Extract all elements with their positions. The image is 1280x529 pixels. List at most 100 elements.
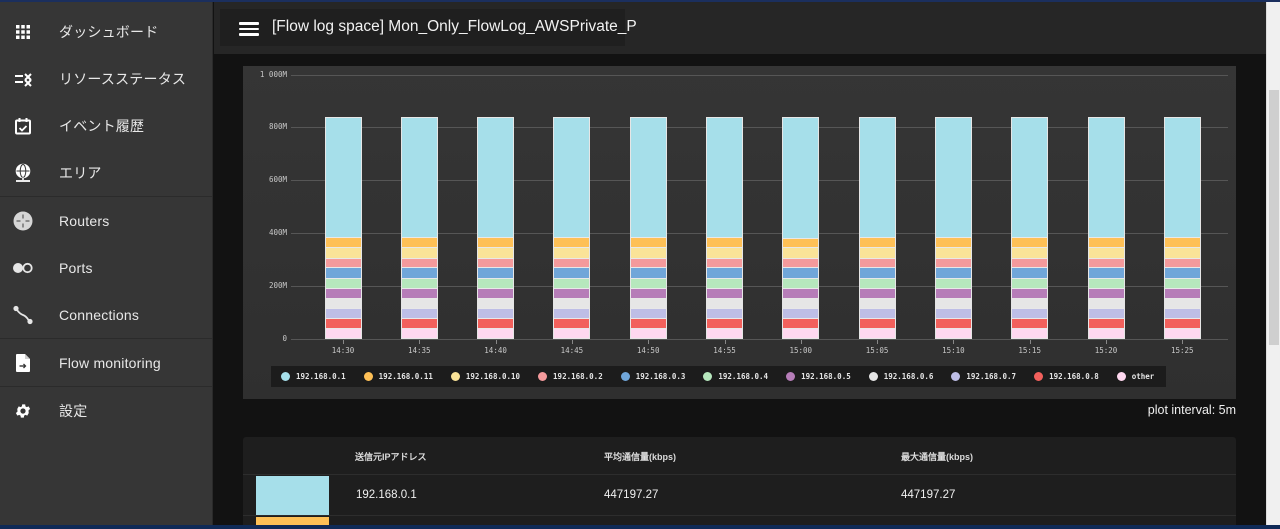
- bar-segment[interactable]: [630, 289, 666, 299]
- bar-segment[interactable]: [1088, 328, 1124, 339]
- bar-1520[interactable]: [1087, 116, 1125, 339]
- bar-segment[interactable]: [325, 247, 361, 259]
- bar-segment[interactable]: [401, 237, 437, 248]
- bar-segment[interactable]: [325, 328, 361, 339]
- bar-1435[interactable]: [400, 116, 438, 339]
- bar-segment[interactable]: [554, 268, 590, 279]
- bar-segment[interactable]: [935, 237, 971, 248]
- bar-segment[interactable]: [1012, 328, 1048, 339]
- bar-segment[interactable]: [478, 298, 514, 310]
- bar-segment[interactable]: [1012, 309, 1048, 320]
- bar-segment[interactable]: [935, 117, 971, 238]
- bar-segment[interactable]: [554, 298, 590, 310]
- bar-segment[interactable]: [1088, 319, 1124, 329]
- bar-segment[interactable]: [630, 247, 666, 259]
- bar-segment[interactable]: [401, 117, 437, 238]
- bar-segment[interactable]: [1164, 289, 1200, 299]
- bar-segment[interactable]: [554, 289, 590, 299]
- bar-segment[interactable]: [630, 319, 666, 329]
- bar-segment[interactable]: [1164, 278, 1200, 290]
- bar-segment[interactable]: [707, 247, 742, 259]
- bar-segment[interactable]: [1164, 298, 1200, 310]
- bar-segment[interactable]: [707, 117, 742, 238]
- bar-segment[interactable]: [1164, 117, 1200, 238]
- sidebar-item-settings[interactable]: 設定: [0, 387, 212, 434]
- bar-1515[interactable]: [1011, 116, 1049, 339]
- legend-item[interactable]: 192.168.0.6: [868, 372, 933, 381]
- bar-segment[interactable]: [707, 328, 742, 339]
- bar-1430[interactable]: [324, 116, 362, 339]
- bar-segment[interactable]: [554, 117, 590, 238]
- bar-segment[interactable]: [1012, 319, 1048, 329]
- bar-segment[interactable]: [859, 237, 895, 248]
- bar-segment[interactable]: [325, 319, 361, 329]
- legend-item[interactable]: 192.168.0.8: [1034, 372, 1099, 381]
- bar-segment[interactable]: [478, 309, 514, 320]
- sidebar-item-flow-monitoring[interactable]: Flow monitoring: [0, 339, 212, 386]
- sidebar-item-resource-status[interactable]: リソースステータス: [0, 55, 212, 102]
- bar-segment[interactable]: [630, 298, 666, 310]
- bar-segment[interactable]: [1164, 309, 1200, 320]
- bar-segment[interactable]: [1164, 319, 1200, 329]
- sidebar-item-dashboard[interactable]: ダッシュボード: [0, 8, 212, 55]
- bar-segment[interactable]: [783, 278, 819, 290]
- table-row[interactable]: 192.168.0.1 447197.27 447197.27: [243, 476, 1236, 516]
- bar-segment[interactable]: [935, 278, 971, 290]
- bar-segment[interactable]: [478, 289, 514, 299]
- bar-segment[interactable]: [554, 278, 590, 290]
- bar-segment[interactable]: [554, 237, 590, 248]
- bar-1505[interactable]: [858, 116, 896, 339]
- bar-segment[interactable]: [935, 309, 971, 320]
- bar-segment[interactable]: [783, 319, 819, 329]
- bar-segment[interactable]: [325, 278, 361, 290]
- bar-segment[interactable]: [783, 309, 819, 320]
- bar-segment[interactable]: [859, 117, 895, 238]
- bar-segment[interactable]: [783, 328, 819, 339]
- bar-segment[interactable]: [1012, 117, 1048, 238]
- scrollbar-thumb[interactable]: [1269, 90, 1279, 345]
- sidebar-item-area[interactable]: エリア: [0, 149, 212, 196]
- bar-1525[interactable]: [1163, 116, 1201, 339]
- bar-segment[interactable]: [859, 298, 895, 310]
- bar-segment[interactable]: [1012, 278, 1048, 290]
- bar-segment[interactable]: [1164, 237, 1200, 248]
- bar-segment[interactable]: [401, 319, 437, 329]
- bar-segment[interactable]: [859, 258, 895, 269]
- bar-segment[interactable]: [630, 309, 666, 320]
- legend-item[interactable]: 192.168.0.4: [703, 372, 768, 381]
- bar-segment[interactable]: [1164, 258, 1200, 269]
- bar-segment[interactable]: [478, 117, 514, 238]
- bar-segment[interactable]: [630, 117, 666, 238]
- bar-segment[interactable]: [554, 258, 590, 269]
- bar-segment[interactable]: [935, 247, 971, 259]
- bar-segment[interactable]: [478, 319, 514, 329]
- bar-1500[interactable]: [782, 117, 820, 339]
- bar-segment[interactable]: [859, 319, 895, 329]
- bar-segment[interactable]: [401, 328, 437, 339]
- bar-1510[interactable]: [934, 116, 972, 339]
- bar-segment[interactable]: [554, 319, 590, 329]
- bar-segment[interactable]: [707, 237, 742, 248]
- bar-segment[interactable]: [325, 298, 361, 310]
- bar-segment[interactable]: [478, 237, 514, 248]
- legend-item[interactable]: 192.168.0.1: [281, 372, 346, 381]
- bar-segment[interactable]: [783, 239, 819, 248]
- bar-segment[interactable]: [1012, 258, 1048, 269]
- bar-segment[interactable]: [1012, 247, 1048, 259]
- bar-segment[interactable]: [1088, 278, 1124, 290]
- legend-item[interactable]: 192.168.0.5: [786, 372, 851, 381]
- bar-segment[interactable]: [401, 298, 437, 310]
- bar-segment[interactable]: [1088, 237, 1124, 248]
- bar-segment[interactable]: [401, 289, 437, 299]
- bar-1450[interactable]: [629, 116, 667, 339]
- bar-segment[interactable]: [1088, 309, 1124, 320]
- legend-item[interactable]: 192.168.0.7: [951, 372, 1016, 381]
- bar-segment[interactable]: [707, 278, 742, 290]
- bar-segment[interactable]: [478, 258, 514, 269]
- vertical-scrollbar[interactable]: [1266, 2, 1280, 529]
- bar-segment[interactable]: [783, 247, 819, 259]
- hamburger-icon[interactable]: [239, 22, 259, 36]
- bar-segment[interactable]: [935, 328, 971, 339]
- bar-segment[interactable]: [1088, 289, 1124, 299]
- bar-segment[interactable]: [478, 328, 514, 339]
